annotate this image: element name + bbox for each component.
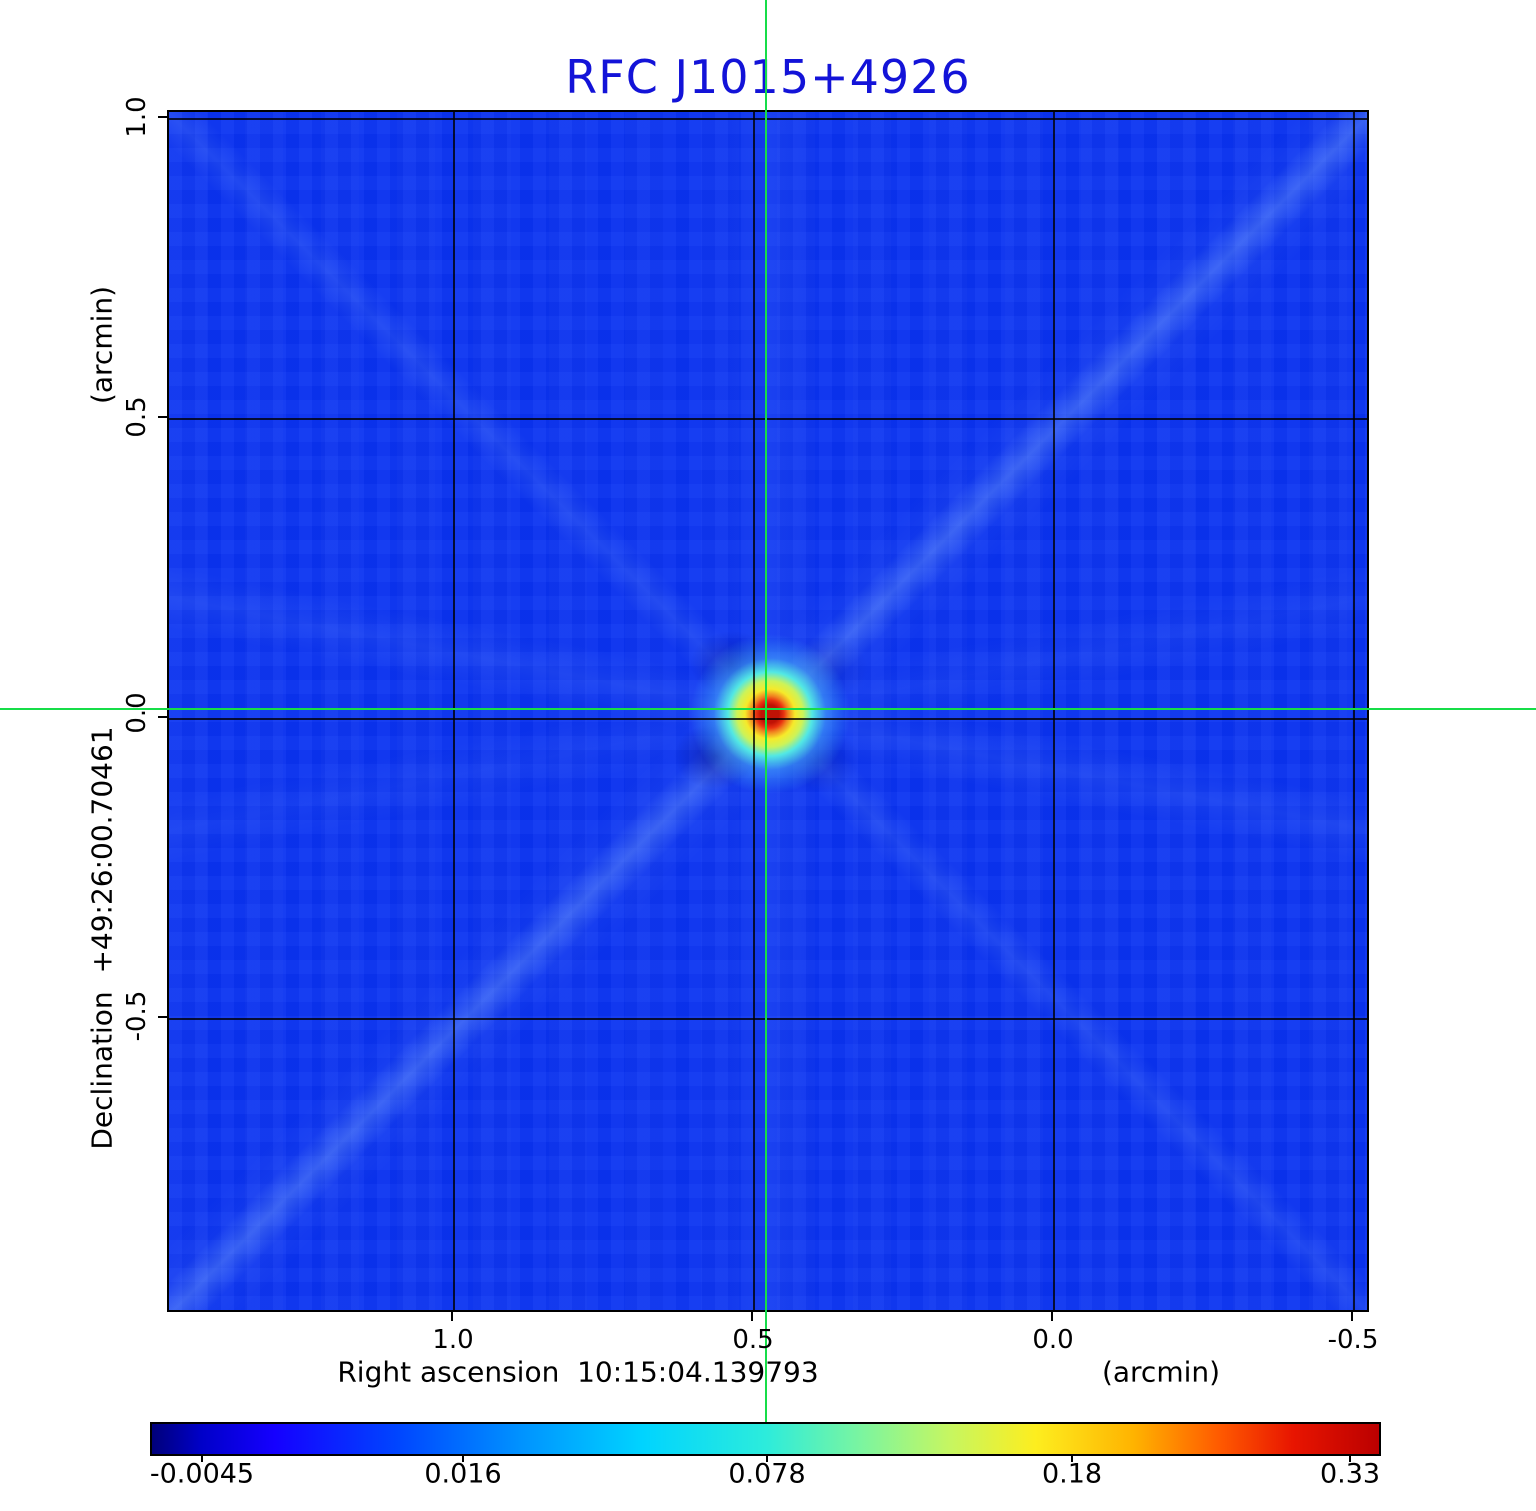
gridline-dec-0.0	[169, 718, 1367, 720]
x-axis-title: Right ascension 10:15:04.139793	[337, 1355, 819, 1389]
y-tickmark--0.5	[158, 1016, 167, 1018]
colorbar-label-min: -0.0045	[149, 1458, 255, 1490]
gridline-dec--0.5	[169, 1018, 1367, 1020]
x-tick-label-1.0: 1.0	[432, 1325, 474, 1355]
colorbar-tickmark-4	[1071, 1456, 1073, 1462]
gridline-ra--0.5	[1353, 112, 1355, 1310]
y-tickmark-0.0	[158, 716, 167, 718]
colorbar-tickmark-1	[201, 1456, 203, 1462]
gridline-ra-1.0	[453, 112, 455, 1310]
colorbar-label-mid: 0.078	[728, 1458, 806, 1490]
radio-source-blob	[680, 624, 860, 804]
y-tick-label-1.0: 1.0	[122, 96, 152, 138]
gridline-dec-1.0	[169, 118, 1367, 120]
y-axis-title: Declination +49:26:00.70461	[85, 726, 119, 1150]
colorbar-tickmark-2	[462, 1456, 464, 1462]
crosshair-vertical-line	[765, 0, 767, 1422]
colorbar-label-2: 0.016	[424, 1458, 502, 1490]
gridline-ra-0.5	[753, 112, 755, 1310]
x-tick-label-0.0: 0.0	[1032, 1325, 1074, 1355]
x-tickmark--0.5	[1351, 1312, 1353, 1321]
x-axis-unit-label: (arcmin)	[1101, 1355, 1221, 1389]
x-tick-label-0.5: 0.5	[732, 1325, 774, 1355]
plot-title: RFC J1015+4926	[565, 50, 971, 104]
x-tickmark-0.0	[1051, 1312, 1053, 1321]
gridline-dec-0.5	[169, 418, 1367, 420]
colorbar-jet-gradient	[150, 1422, 1381, 1456]
y-tickmark-1.0	[158, 116, 167, 118]
sky-map-image	[167, 110, 1369, 1312]
crosshair-horizontal-line	[0, 708, 1536, 710]
x-tickmark-1.0	[451, 1312, 453, 1321]
colorbar-tickmark-3	[766, 1456, 768, 1462]
y-tick-label--0.5: -0.5	[122, 990, 152, 1042]
y-tick-label-0.5: 0.5	[122, 396, 152, 438]
gridline-ra-0.0	[1053, 112, 1055, 1310]
colorbar-label-max: 0.33	[1319, 1458, 1381, 1490]
y-axis-unit-label: (arcmin)	[85, 285, 119, 405]
y-tickmark-0.5	[158, 416, 167, 418]
x-tickmark-0.5	[751, 1312, 753, 1321]
colorbar-tickmark-5	[1349, 1456, 1351, 1462]
x-tick-label--0.5: -0.5	[1327, 1325, 1379, 1355]
colorbar-label-4: 0.18	[1041, 1458, 1103, 1490]
y-tick-label-0.0: 0.0	[122, 692, 152, 734]
